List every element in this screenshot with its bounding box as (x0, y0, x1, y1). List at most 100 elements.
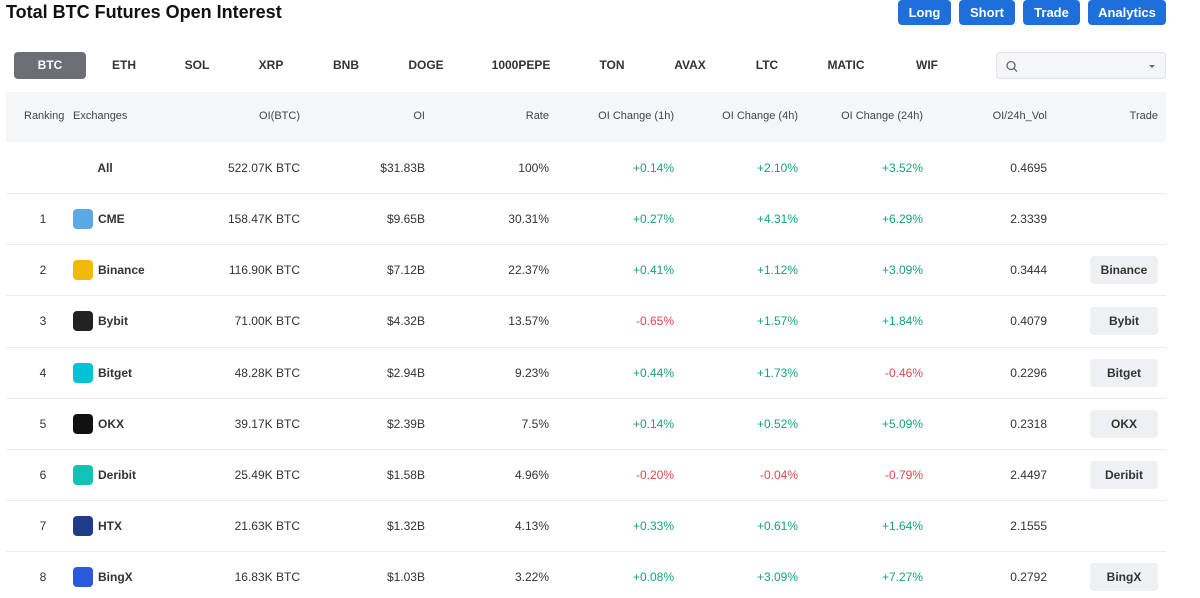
table-cell: -0.46% (884, 365, 923, 380)
coin-tab[interactable]: TON (599, 58, 625, 72)
column-header: OI (413, 110, 425, 122)
table-cell: 158.47K BTC (227, 212, 300, 226)
exchange-name: HTX (98, 519, 122, 534)
table-cell: 48.28K BTC (234, 365, 300, 380)
exchange-name: All (97, 161, 113, 175)
coin-tab[interactable]: AVAX (674, 58, 706, 72)
exchange-name: CME (98, 212, 125, 226)
table-cell: -0.04% (759, 468, 798, 482)
table-cell: +0.61% (756, 519, 798, 534)
table-cell: $31.83B (380, 161, 425, 175)
exchange-icon (73, 413, 93, 434)
header-button[interactable]: Long (898, 0, 951, 25)
table-cell: 21.63K BTC (234, 519, 300, 534)
ranking: 6 (39, 468, 47, 482)
table-cell: +1.73% (756, 365, 798, 380)
table-cell: 71.00K BTC (234, 314, 300, 329)
trade-button[interactable]: Bitget (1090, 358, 1158, 387)
table-cell: 2.1555 (1010, 519, 1047, 534)
exchange-icon (73, 465, 93, 485)
exchange-icon (73, 362, 93, 383)
trade-button[interactable]: BingX (1090, 563, 1158, 592)
exchange-name: Bybit (98, 314, 128, 329)
coin-tab[interactable]: DOGE (408, 58, 444, 72)
trade-button[interactable]: Deribit (1090, 461, 1158, 489)
exchange-icon (73, 209, 93, 229)
table-cell: $1.03B (386, 570, 425, 585)
table-cell: 2.4497 (1010, 468, 1047, 482)
table-cell: 7.5% (521, 416, 549, 431)
ranking: 8 (39, 570, 47, 585)
coin-tab[interactable]: SOL (184, 58, 210, 72)
column-header: Exchanges (73, 110, 128, 122)
table-cell: 25.49K BTC (234, 468, 300, 482)
ranking: 3 (39, 314, 47, 329)
table-cell: +0.44% (632, 365, 674, 380)
page-title: Total BTC Futures Open Interest (6, 2, 282, 22)
header-button[interactable]: Short (959, 0, 1015, 25)
column-header: OI Change (1h) (598, 110, 674, 122)
ranking: 1 (39, 212, 47, 226)
table-cell: +2.10% (756, 161, 798, 175)
coin-tab[interactable]: BTC (14, 52, 86, 79)
column-header: Trade (1129, 110, 1158, 122)
ranking: 5 (39, 416, 47, 431)
table-cell: +1.84% (881, 314, 923, 329)
search-box[interactable] (996, 52, 1166, 79)
header-button[interactable]: Analytics (1088, 0, 1166, 25)
trade-button[interactable]: Binance (1090, 256, 1158, 285)
table-cell: $7.12B (386, 263, 425, 278)
table-cell: +3.09% (881, 263, 923, 278)
table-cell: 0.3444 (1010, 263, 1047, 278)
row-divider (6, 551, 1166, 553)
ranking: 4 (39, 365, 47, 380)
table-cell: +0.41% (632, 263, 674, 278)
exchange-icon (73, 311, 93, 332)
table-cell: +4.31% (756, 212, 798, 226)
row-divider (6, 244, 1166, 246)
exchange-icon (73, 516, 93, 537)
coin-tab[interactable]: 1000PEPE (491, 58, 551, 72)
row-divider (6, 193, 1166, 194)
table-cell: 2.3339 (1010, 212, 1047, 226)
table-cell: 4.13% (514, 519, 549, 534)
table-cell: +0.08% (632, 570, 674, 585)
header-button[interactable]: Trade (1023, 0, 1080, 25)
table-cell: +0.33% (632, 519, 674, 534)
table-cell: 0.2296 (1010, 365, 1047, 380)
table-cell: 9.23% (514, 365, 549, 380)
table-cell: 0.4079 (1010, 314, 1047, 329)
ranking: 7 (39, 519, 47, 534)
column-header: OI/24h_Vol (992, 110, 1047, 122)
table-cell: +1.64% (881, 519, 923, 534)
table-cell: 3.22% (514, 570, 549, 585)
table-cell: $2.94B (386, 365, 425, 380)
exchange-icon (73, 260, 93, 281)
table-cell: +1.57% (756, 314, 798, 329)
coin-tab[interactable]: BNB (333, 58, 359, 72)
table-cell: 13.57% (508, 314, 549, 329)
table-cell: +7.27% (881, 570, 923, 585)
trade-button[interactable]: Bybit (1090, 307, 1158, 336)
column-header: OI Change (24h) (841, 110, 923, 122)
column-header: Rate (525, 110, 549, 122)
table-cell: 4.96% (514, 468, 549, 482)
row-divider (6, 397, 1166, 399)
table-cell: $1.58B (386, 468, 425, 482)
row-divider (6, 295, 1166, 297)
table-cell: +3.09% (756, 570, 798, 585)
coin-tab[interactable]: LTC (755, 58, 779, 72)
coin-tab[interactable]: MATIC (827, 58, 865, 72)
table-header (6, 92, 1166, 142)
coin-tab[interactable]: WIF (916, 58, 938, 72)
table-cell: 39.17K BTC (234, 416, 300, 431)
column-header: OI(BTC) (259, 110, 300, 122)
table-cell: 522.07K BTC (227, 161, 300, 175)
trade-button[interactable]: OKX (1090, 409, 1158, 438)
coin-tab[interactable]: ETH (112, 58, 136, 72)
table-cell: 22.37% (508, 263, 549, 278)
coin-tab[interactable]: XRP (258, 58, 284, 72)
table-cell: -0.79% (884, 468, 923, 482)
table-cell: $1.32B (386, 519, 425, 534)
